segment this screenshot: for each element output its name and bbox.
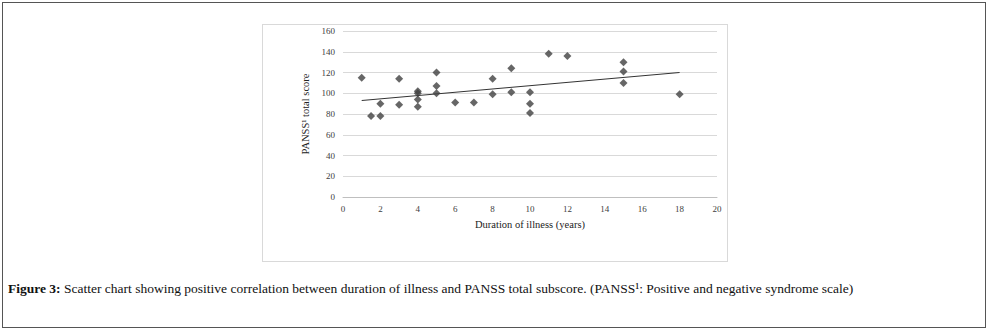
svg-text:12: 12 xyxy=(563,204,572,214)
svg-text:0: 0 xyxy=(341,204,346,214)
svg-text:18: 18 xyxy=(675,204,685,214)
svg-text:14: 14 xyxy=(600,204,610,214)
svg-text:0: 0 xyxy=(331,192,336,202)
svg-text:10: 10 xyxy=(526,204,536,214)
svg-text:20: 20 xyxy=(326,171,336,181)
svg-text:2: 2 xyxy=(378,204,383,214)
svg-text:Duration of illness (years): Duration of illness (years) xyxy=(475,219,585,231)
svg-text:8: 8 xyxy=(490,204,495,214)
svg-text:140: 140 xyxy=(322,47,336,57)
svg-text:16: 16 xyxy=(638,204,648,214)
svg-text:20: 20 xyxy=(713,204,723,214)
svg-text:160: 160 xyxy=(322,26,336,36)
svg-text:4: 4 xyxy=(416,204,421,214)
svg-text:60: 60 xyxy=(326,130,336,140)
svg-text:PANSS¹ total score: PANSS¹ total score xyxy=(300,73,311,154)
html-text:Figure 3: Scatter chart showin: Figure 3: Scatter chart showing positive… xyxy=(8,281,854,296)
svg-text:100: 100 xyxy=(322,88,336,98)
svg-text:80: 80 xyxy=(326,109,336,119)
svg-text:6: 6 xyxy=(453,204,458,214)
svg-text:120: 120 xyxy=(322,68,336,78)
svg-text:40: 40 xyxy=(326,151,336,161)
